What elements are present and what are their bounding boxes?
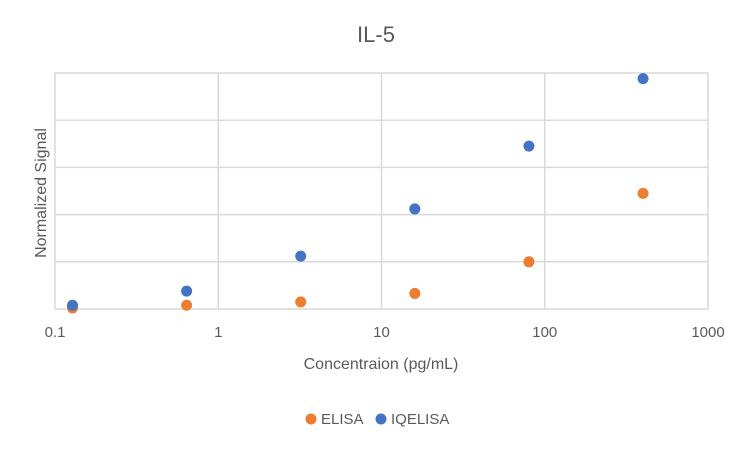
iqelisa-point — [409, 203, 421, 215]
elisa-legend-label: ELISA — [321, 411, 364, 428]
data-points — [67, 73, 649, 314]
iqelisa-point — [637, 73, 649, 85]
gridlines — [54, 72, 709, 310]
elisa-point — [295, 296, 307, 308]
iqelisa-legend-marker — [375, 413, 387, 425]
x-tick-label: 100 — [532, 324, 557, 341]
elisa-point — [523, 256, 535, 268]
elisa-legend-marker — [305, 413, 317, 425]
x-tick-label: 1000 — [691, 324, 724, 341]
chart-title: IL-5 — [357, 22, 395, 47]
x-axis-title: Concentraion (pg/mL) — [304, 356, 459, 373]
iqelisa-point — [67, 299, 79, 311]
iqelisa-point — [523, 140, 535, 152]
x-tick-label: 1 — [214, 324, 222, 341]
elisa-point — [637, 187, 649, 199]
x-tick-label: 0.1 — [45, 324, 66, 341]
axis-ticks: 0.1 1 10 100 1000 — [45, 324, 725, 341]
iqelisa-point — [181, 285, 193, 297]
iqelisa-legend-label: IQELISA — [391, 411, 449, 428]
elisa-point — [409, 287, 421, 299]
iqelisa-point — [295, 250, 307, 262]
y-axis-title: Normalized Signal — [33, 128, 50, 258]
plot-frame — [54, 72, 709, 310]
x-tick-label: 10 — [373, 324, 390, 341]
elisa-point — [181, 299, 193, 311]
legend: ELISA IQELISA — [305, 411, 449, 428]
